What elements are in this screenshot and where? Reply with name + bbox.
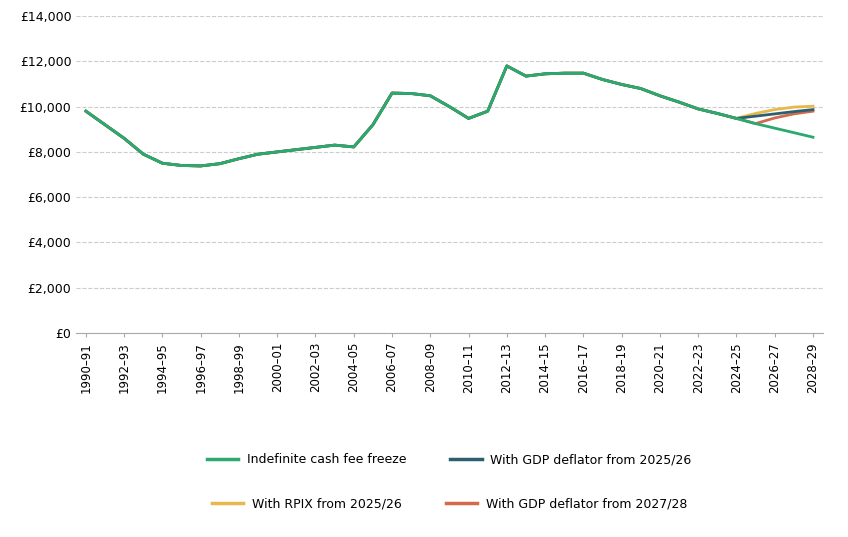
Legend: With RPIX from 2025/26, With GDP deflator from 2027/28: With RPIX from 2025/26, With GDP deflato… bbox=[212, 498, 687, 511]
